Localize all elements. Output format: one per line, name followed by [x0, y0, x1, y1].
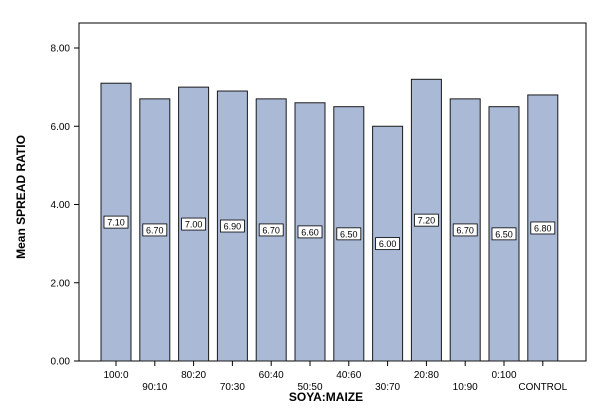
- y-tick-label: 6.00: [51, 122, 71, 133]
- x-tick-label: 90:10: [142, 382, 167, 393]
- data-label-box: [530, 221, 556, 235]
- y-axis-label: Mean SPREAD RATIO: [14, 135, 28, 259]
- x-tick-label: 70:30: [220, 382, 245, 393]
- x-tick-label: 30:70: [375, 382, 400, 393]
- x-tick-label: 0:100: [491, 370, 516, 381]
- data-label: 6.00: [379, 239, 397, 249]
- data-label-box: [142, 223, 168, 237]
- bars-group: 7.10 6.70 7.00 6.90 6.70 6.60 6.50 6.00 7.20 6.70…: [100, 78, 559, 362]
- data-label: 6.70: [146, 225, 164, 235]
- data-label-box: [375, 237, 401, 251]
- data-label-box: [336, 227, 362, 241]
- x-axis-label: SOYA:MAIZE: [289, 390, 363, 404]
- data-label: 6.60: [301, 227, 319, 237]
- data-label: 7.20: [418, 216, 436, 226]
- data-label: 6.70: [456, 225, 474, 235]
- data-label: 6.50: [340, 229, 358, 239]
- x-tick-label: CONTROL: [518, 382, 567, 393]
- data-label: 6.90: [224, 222, 242, 232]
- y-tick-label: 8.00: [51, 44, 71, 55]
- data-label: 6.70: [262, 225, 280, 235]
- x-tick-label: 60:40: [259, 370, 284, 381]
- data-label-box: [413, 213, 439, 227]
- data-label-box: [219, 219, 245, 233]
- plot-frame: [78, 22, 587, 362]
- data-label-box: [297, 225, 323, 239]
- data-label-box: [258, 223, 284, 237]
- y-tick-label: 0.00: [51, 357, 71, 368]
- data-label: 7.00: [185, 220, 203, 230]
- data-label: 7.10: [107, 218, 125, 228]
- x-tick-label: 100:0: [103, 370, 128, 381]
- data-label-box: [103, 215, 129, 229]
- x-tick-label: 50:50: [297, 382, 322, 393]
- data-label: 6.50: [495, 229, 513, 239]
- x-tick-label: 10:90: [453, 382, 478, 393]
- y-axis: 0.00 2.00 4.00 6.00 8.00: [51, 44, 79, 368]
- x-tick-label: 80:20: [181, 370, 206, 381]
- data-label: 6.80: [534, 223, 552, 233]
- y-tick-label: 4.00: [51, 200, 71, 211]
- y-tick-label: 2.00: [51, 278, 71, 289]
- data-label-box: [491, 227, 517, 241]
- data-label-box: [181, 217, 207, 231]
- x-axis: 100:0 90:10 80:20 70:30 60:40 50:50 40:60 30:70…: [103, 361, 568, 393]
- x-tick-label: 40:60: [336, 370, 361, 381]
- x-tick-label: 20:80: [414, 370, 439, 381]
- data-label-box: [452, 223, 478, 237]
